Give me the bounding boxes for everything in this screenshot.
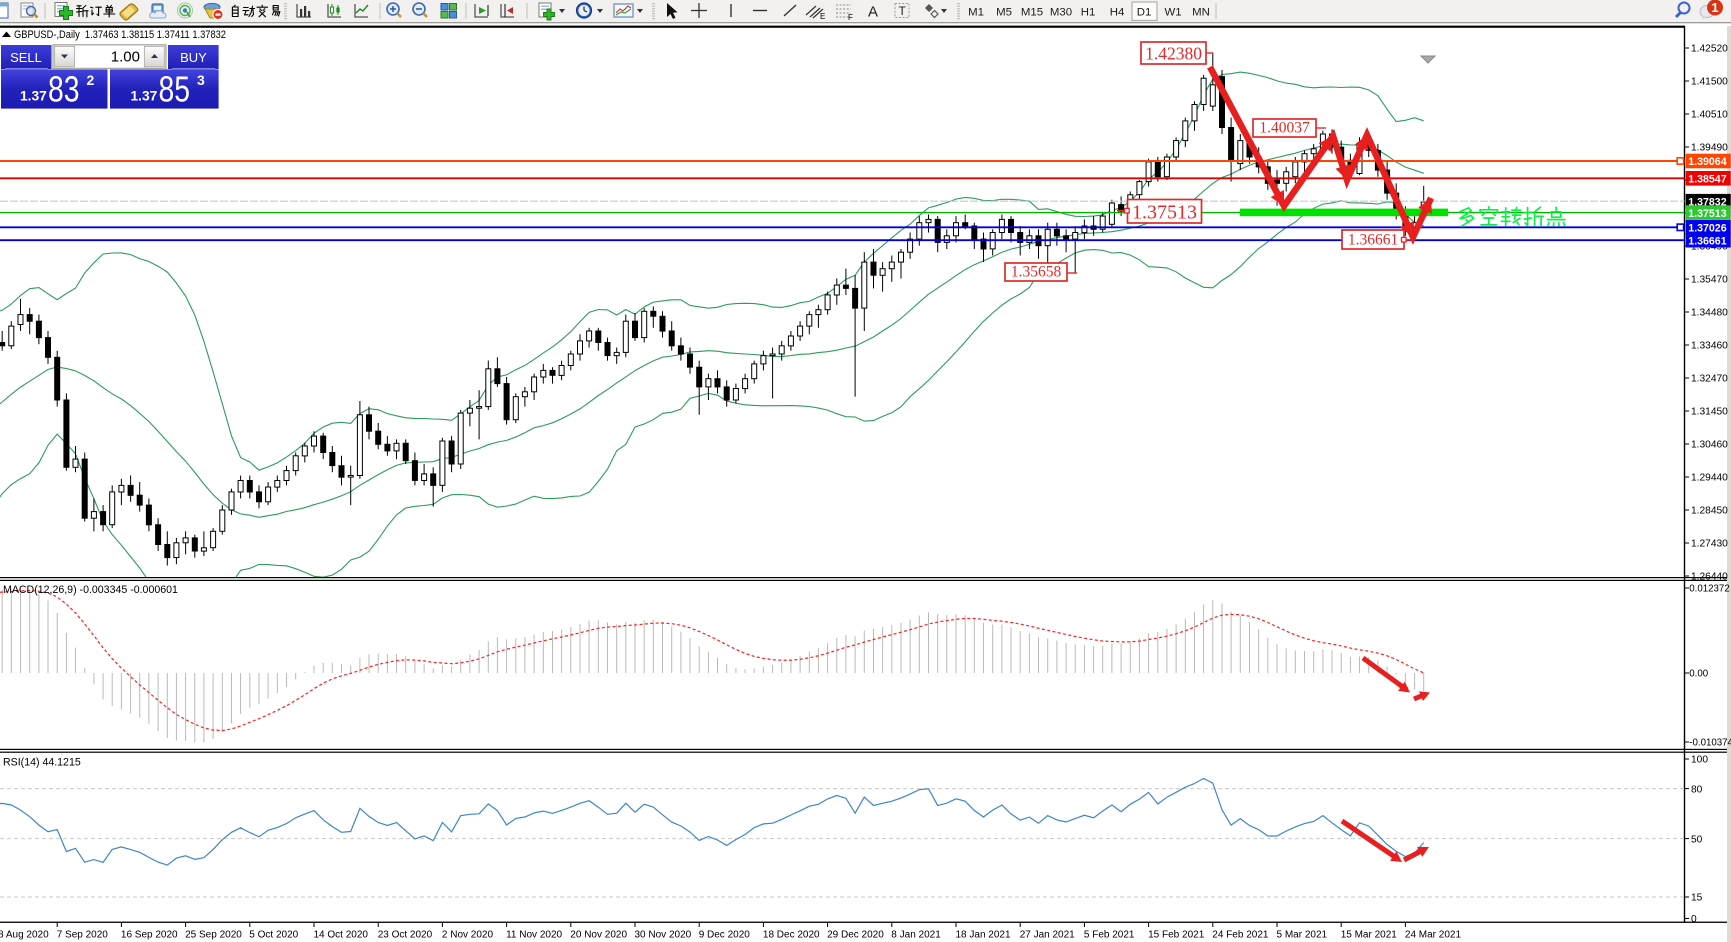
svg-text:H4: H4 [1110, 6, 1125, 18]
svg-text:D1: D1 [1137, 6, 1152, 18]
svg-text:0: 0 [1691, 914, 1697, 925]
svg-text:-0.010374: -0.010374 [1689, 738, 1731, 749]
svg-text:H1: H1 [1081, 6, 1096, 18]
svg-text:MACD(12,26,9) -0.003345 -0.000: MACD(12,26,9) -0.003345 -0.000601 [3, 584, 178, 596]
svg-text:E: E [820, 12, 825, 21]
svg-text:1.42520: 1.42520 [1691, 44, 1728, 55]
svg-text:1.30460: 1.30460 [1691, 440, 1728, 451]
svg-text:1.32470: 1.32470 [1691, 374, 1728, 385]
svg-text:1.00: 1.00 [111, 49, 140, 66]
svg-text:1.34480: 1.34480 [1691, 308, 1728, 319]
svg-text:1.41500: 1.41500 [1691, 77, 1728, 88]
svg-text:28 Aug 2020: 28 Aug 2020 [0, 930, 49, 941]
svg-text:SELL: SELL [10, 50, 42, 65]
svg-text:14 Oct 2020: 14 Oct 2020 [314, 930, 369, 941]
svg-text:1.37513: 1.37513 [1688, 208, 1726, 220]
svg-text:100: 100 [1691, 755, 1708, 766]
svg-text:GBPUSD-,Daily 1.37463 1.38115: GBPUSD-,Daily 1.37463 1.38115 1.37411 1.… [14, 29, 226, 41]
svg-text:23 Oct 2020: 23 Oct 2020 [378, 930, 433, 941]
svg-text:80: 80 [1691, 784, 1703, 795]
svg-text:85: 85 [159, 69, 191, 110]
svg-text:W1: W1 [1164, 6, 1181, 18]
svg-text:A: A [868, 4, 878, 21]
svg-text:1.37026: 1.37026 [1688, 223, 1726, 235]
svg-text:5 Oct 2020: 5 Oct 2020 [249, 930, 298, 941]
svg-text:M5: M5 [996, 6, 1012, 18]
svg-text:15 Mar 2021: 15 Mar 2021 [1341, 930, 1398, 941]
svg-text:3: 3 [197, 72, 205, 88]
svg-text:25 Sep 2020: 25 Sep 2020 [185, 930, 242, 941]
svg-text:0.012372: 0.012372 [1689, 584, 1729, 595]
svg-text:MN: MN [1192, 6, 1210, 18]
svg-text:9 Dec 2020: 9 Dec 2020 [699, 930, 751, 941]
svg-text:M15: M15 [1021, 6, 1043, 18]
svg-text:1.42380: 1.42380 [1145, 44, 1202, 64]
svg-text:30 Nov 2020: 30 Nov 2020 [635, 930, 692, 941]
svg-text:0.00: 0.00 [1689, 669, 1708, 680]
svg-text:1.40037: 1.40037 [1259, 120, 1310, 137]
svg-text:50: 50 [1691, 834, 1703, 845]
svg-text:5 Mar 2021: 5 Mar 2021 [1277, 930, 1328, 941]
svg-text:1.38547: 1.38547 [1688, 174, 1726, 186]
svg-text:24 Feb 2021: 24 Feb 2021 [1212, 930, 1269, 941]
svg-text:1.28450: 1.28450 [1691, 506, 1728, 517]
svg-text:29 Dec 2020: 29 Dec 2020 [827, 930, 884, 941]
svg-text:RSI(14) 44.1215: RSI(14) 44.1215 [3, 757, 81, 769]
svg-text:1.39490: 1.39490 [1691, 143, 1728, 154]
svg-text:1.26440: 1.26440 [1691, 572, 1728, 583]
svg-text:15: 15 [1691, 893, 1703, 904]
svg-text:1.35658: 1.35658 [1011, 264, 1062, 281]
svg-text:1: 1 [1711, 0, 1718, 15]
svg-text:20 Nov 2020: 20 Nov 2020 [570, 930, 627, 941]
svg-text:1.37: 1.37 [131, 89, 158, 104]
svg-text:1.36661: 1.36661 [1348, 232, 1398, 249]
svg-text:2: 2 [87, 72, 95, 88]
svg-text:15 Feb 2021: 15 Feb 2021 [1148, 930, 1205, 941]
svg-text:BUY: BUY [180, 50, 207, 65]
svg-text:1.36661: 1.36661 [1688, 235, 1726, 247]
svg-text:7 Sep 2020: 7 Sep 2020 [57, 930, 109, 941]
svg-text:8 Jan 2021: 8 Jan 2021 [891, 930, 941, 941]
svg-text:1.33460: 1.33460 [1691, 341, 1728, 352]
svg-text:83: 83 [48, 69, 80, 110]
svg-text:16 Sep 2020: 16 Sep 2020 [121, 930, 178, 941]
svg-text:27 Jan 2021: 27 Jan 2021 [1020, 930, 1075, 941]
svg-text:18 Dec 2020: 18 Dec 2020 [763, 930, 820, 941]
svg-text:1.40510: 1.40510 [1691, 110, 1728, 121]
svg-text:5 Feb 2021: 5 Feb 2021 [1084, 930, 1135, 941]
svg-text:1.31450: 1.31450 [1691, 407, 1728, 418]
svg-text:M30: M30 [1050, 6, 1072, 18]
svg-text:1.37513: 1.37513 [1132, 202, 1197, 224]
svg-text:18 Jan 2021: 18 Jan 2021 [956, 930, 1011, 941]
svg-text:1.35470: 1.35470 [1691, 275, 1728, 286]
svg-text:24 Mar 2021: 24 Mar 2021 [1405, 930, 1462, 941]
svg-text:1.37: 1.37 [20, 89, 47, 104]
svg-text:2 Nov 2020: 2 Nov 2020 [442, 930, 494, 941]
svg-text:11 Nov 2020: 11 Nov 2020 [506, 930, 562, 941]
svg-text:1.39064: 1.39064 [1688, 156, 1726, 168]
svg-text:F: F [848, 13, 853, 22]
svg-text:1.27430: 1.27430 [1691, 539, 1728, 550]
svg-text:1.29440: 1.29440 [1691, 473, 1728, 484]
svg-text:T: T [899, 4, 907, 18]
svg-text:M1: M1 [968, 6, 984, 18]
